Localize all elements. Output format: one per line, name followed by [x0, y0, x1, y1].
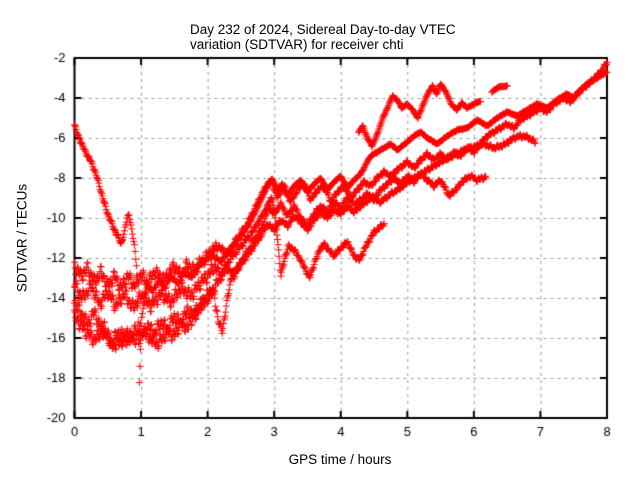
sdtvar-chart: Day 232 of 2024, Sidereal Day-to-day VTE…	[0, 0, 640, 480]
plot-canvas	[0, 0, 640, 480]
